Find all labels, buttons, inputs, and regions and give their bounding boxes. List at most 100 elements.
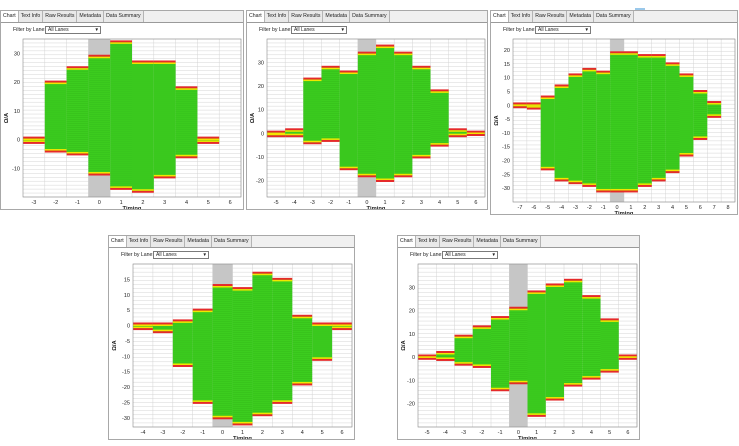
tab-raw-results[interactable]: Raw Results [440, 236, 475, 247]
lane-filter-select[interactable]: All Lanes ▼ [45, 26, 101, 34]
bar [582, 295, 601, 380]
bar-bottom-inner [436, 357, 455, 359]
tab-metadata[interactable]: Metadata [474, 236, 502, 247]
bar [267, 130, 286, 138]
bar-bottom-inner [303, 140, 322, 143]
tab-chart[interactable]: Chart [109, 236, 127, 247]
bar-bottom-edge [513, 106, 527, 109]
bar-top-edge [430, 89, 449, 92]
bar [292, 314, 313, 386]
bar-top-inner [66, 68, 89, 70]
plot-frame [512, 38, 736, 203]
lane-filter-select[interactable]: All Lanes ▼ [442, 251, 498, 259]
bar-top-inner [527, 292, 546, 294]
y-axis-label: Ω/A [401, 339, 407, 350]
bar-bottom-edge [540, 168, 555, 171]
bar-top-edge [23, 136, 45, 139]
bar [679, 73, 694, 157]
lane-filter-select[interactable]: All Lanes ▼ [153, 251, 209, 259]
bar-top-inner [582, 297, 601, 299]
bar [332, 322, 352, 331]
bar [172, 319, 193, 367]
y-tick-label: 15 [124, 277, 130, 283]
bar-bottom-edge [582, 377, 601, 380]
tab-text-info[interactable]: Text Info [415, 236, 441, 247]
bar-top-edge [600, 318, 619, 321]
tab-data-summary[interactable]: Data Summary [104, 11, 144, 22]
y-tick-label: 0 [507, 103, 510, 109]
plot-frame [266, 38, 486, 198]
lane-filter-select[interactable]: All Lanes ▼ [291, 26, 347, 34]
bar-body [285, 129, 304, 136]
x-tick-label: 3 [163, 200, 166, 206]
x-tick-label: 5 [685, 205, 688, 211]
bar-top-edge [509, 306, 528, 309]
bar-bottom-edge [66, 153, 89, 156]
bar-top-inner [582, 69, 597, 72]
tab-text-info[interactable]: Text Info [264, 11, 290, 22]
tab-chart[interactable]: Chart [1, 11, 19, 22]
tab-text-info[interactable]: Text Info [18, 11, 44, 22]
tab-chart[interactable]: Chart [398, 236, 416, 247]
tab-raw-results[interactable]: Raw Results [43, 11, 78, 22]
bar [665, 62, 680, 174]
bar-body [175, 87, 198, 157]
bar-top-edge [665, 62, 680, 65]
x-tick-label: 0 [517, 430, 520, 436]
bar-bottom-edge [596, 190, 611, 193]
x-tick-label: 0 [98, 200, 101, 206]
y-tick-label: 0 [127, 324, 130, 330]
bar-bottom-inner [110, 186, 132, 188]
chevron-down-icon: ▼ [584, 27, 589, 32]
bar-top-inner [596, 72, 611, 75]
bar-bottom-inner [152, 329, 173, 332]
tab-text-info[interactable]: Text Info [508, 11, 534, 22]
bar-bottom-edge [509, 382, 528, 385]
bar-bottom-edge [110, 187, 132, 190]
bar-top-inner [285, 130, 304, 132]
tab-data-summary[interactable]: Data Summary [212, 236, 252, 247]
bar-bottom-inner [526, 106, 541, 108]
x-tick-label: -4 [292, 200, 297, 206]
tab-data-summary[interactable]: Data Summary [350, 11, 390, 22]
bar-body [133, 323, 153, 329]
y-tick-label: -5 [125, 339, 130, 345]
bar-bottom-edge [430, 144, 449, 147]
y-tick-label: -25 [502, 172, 510, 178]
tab-metadata[interactable]: Metadata [185, 236, 213, 247]
x-tick-label: 3 [420, 200, 423, 206]
tab-metadata[interactable]: Metadata [323, 11, 351, 22]
tab-data-summary[interactable]: Data Summary [501, 236, 541, 247]
bar-bottom-inner [394, 173, 413, 176]
x-tick-label: 5 [608, 430, 611, 436]
bar-top-inner [540, 97, 555, 100]
bar-body [707, 102, 722, 117]
bar-top-inner [665, 64, 680, 66]
bar [618, 354, 637, 360]
tab-raw-results[interactable]: Raw Results [289, 11, 324, 22]
y-tick-label: 20 [258, 84, 264, 90]
bar-top-inner [376, 46, 395, 49]
tab-chart[interactable]: Chart [491, 11, 509, 22]
tab-text-info[interactable]: Text Info [126, 236, 152, 247]
y-tick-label: 10 [14, 109, 20, 115]
filter-label: Filter by Lane: [503, 27, 536, 33]
tab-chart[interactable]: Chart [247, 11, 265, 22]
bar-bottom-inner [582, 183, 597, 185]
x-tick-label: -3 [31, 200, 36, 206]
bar-bottom-inner [509, 380, 528, 383]
bar-top-inner [436, 352, 455, 355]
bar-top-inner [312, 324, 333, 326]
bar-bottom-inner [637, 183, 652, 185]
tab-raw-results[interactable]: Raw Results [533, 11, 568, 22]
tab-metadata[interactable]: Metadata [567, 11, 595, 22]
y-tick-label: -5 [505, 117, 510, 123]
lane-filter-select[interactable]: All Lanes ▼ [535, 26, 591, 34]
bar-top-edge [564, 278, 583, 281]
x-tick-label: 7 [713, 205, 716, 211]
x-tick-label: 4 [301, 430, 304, 436]
x-tick-label: -1 [200, 430, 205, 436]
tab-data-summary[interactable]: Data Summary [594, 11, 634, 22]
tab-raw-results[interactable]: Raw Results [151, 236, 186, 247]
tab-metadata[interactable]: Metadata [77, 11, 105, 22]
